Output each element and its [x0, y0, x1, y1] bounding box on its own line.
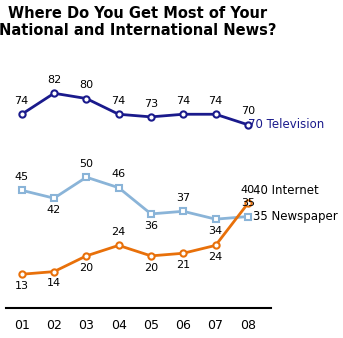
- Text: 74: 74: [15, 96, 29, 106]
- Text: 24: 24: [111, 227, 126, 237]
- Title: Where Do You Get Most of Your
National and International News?: Where Do You Get Most of Your National a…: [0, 5, 277, 38]
- Text: 24: 24: [209, 252, 223, 262]
- Text: 13: 13: [15, 281, 29, 291]
- Text: 35: 35: [241, 198, 255, 208]
- Text: 82: 82: [47, 75, 61, 85]
- Text: 37: 37: [176, 193, 190, 203]
- Text: 70 Television: 70 Television: [248, 118, 324, 131]
- Text: 74: 74: [111, 96, 126, 106]
- Text: 40: 40: [241, 185, 255, 195]
- Text: 80: 80: [79, 80, 93, 90]
- Text: 35 Newspaper: 35 Newspaper: [253, 210, 338, 223]
- Text: 74: 74: [209, 96, 223, 106]
- Text: 21: 21: [176, 260, 190, 270]
- Text: 14: 14: [47, 278, 61, 288]
- Text: 20: 20: [79, 263, 93, 272]
- Text: 50: 50: [79, 159, 93, 169]
- Text: 34: 34: [209, 226, 223, 236]
- Text: 20: 20: [144, 263, 158, 272]
- Text: 46: 46: [111, 169, 126, 179]
- Text: 40 Internet: 40 Internet: [253, 184, 319, 197]
- Text: 42: 42: [47, 205, 61, 215]
- Text: 73: 73: [144, 99, 158, 108]
- Text: 45: 45: [15, 172, 29, 182]
- Text: 36: 36: [144, 221, 158, 231]
- Text: 74: 74: [176, 96, 190, 106]
- Text: 70: 70: [241, 106, 255, 116]
